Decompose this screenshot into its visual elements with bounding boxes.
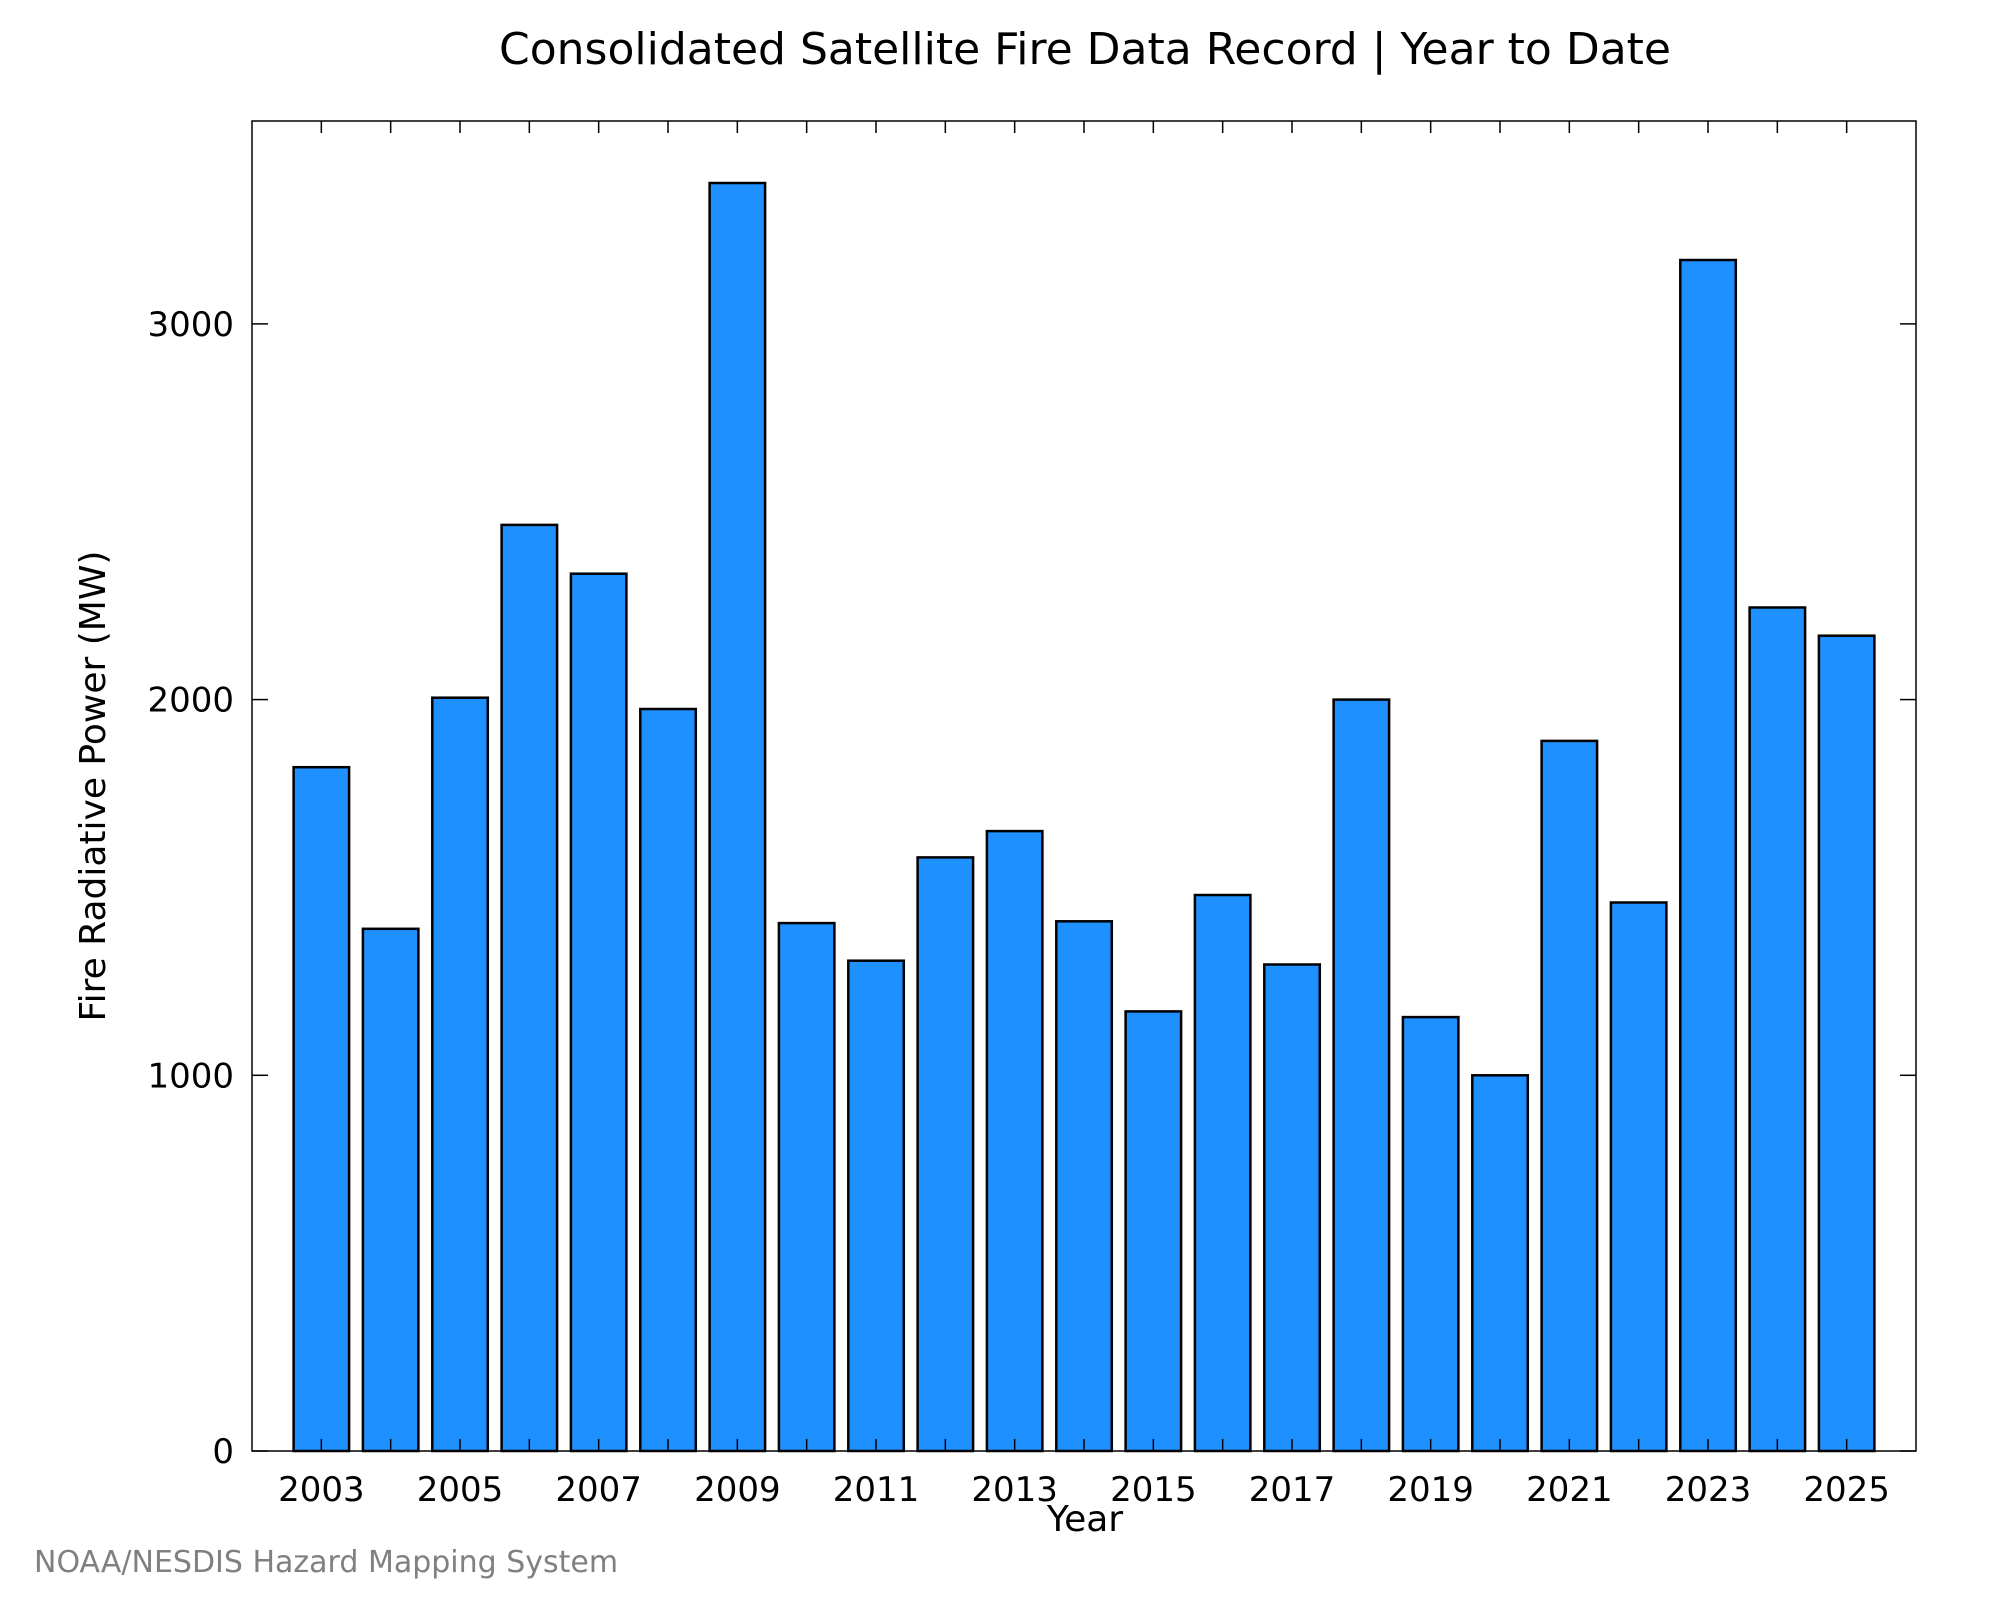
bar-2014 — [1055, 920, 1114, 1453]
bar-2025 — [1817, 634, 1876, 1453]
x-tick-label-2009: 2009 — [694, 1470, 781, 1510]
bar-2024 — [1748, 606, 1807, 1453]
bar-2004 — [361, 927, 420, 1453]
x-tick-label-2007: 2007 — [555, 1470, 642, 1510]
ticks-group: 0 1000 2000 3000 2003 2005 2007 2009 2011 2013 201… — [147, 121, 1916, 1510]
y-tick-label-0: 0 — [212, 1432, 234, 1472]
bar-2020 — [1471, 1074, 1530, 1453]
bar-2017 — [1263, 963, 1322, 1453]
y-tick-label-1000: 1000 — [147, 1056, 234, 1096]
bar-2013 — [985, 829, 1044, 1453]
bar-2007 — [569, 572, 628, 1453]
bar-2003 — [292, 765, 351, 1453]
y-axis-label: Fire Radiative Power (MW) — [73, 551, 114, 1022]
credit-text: NOAA/NESDIS Hazard Mapping System — [34, 1545, 618, 1580]
x-axis-label: Year — [1046, 1499, 1123, 1540]
bar-2005 — [431, 696, 490, 1453]
y-tick-label-2000: 2000 — [147, 681, 234, 721]
x-tick-label-2005: 2005 — [417, 1470, 504, 1510]
x-tick-label-2015: 2015 — [1110, 1470, 1197, 1510]
x-tick-label-2017: 2017 — [1249, 1470, 1336, 1510]
bar-2018 — [1332, 698, 1391, 1453]
y-tick-label-3000: 3000 — [147, 305, 234, 345]
bar-2012 — [916, 856, 975, 1453]
bar-2009 — [708, 181, 767, 1453]
bar-2010 — [777, 921, 836, 1453]
bar-2011 — [847, 959, 906, 1453]
bar-2015 — [1124, 1010, 1183, 1453]
x-tick-label-2023: 2023 — [1665, 1470, 1752, 1510]
bar-2019 — [1401, 1015, 1460, 1453]
x-tick-label-2025: 2025 — [1803, 1470, 1890, 1510]
bar-2016 — [1193, 893, 1252, 1453]
x-tick-label-2003: 2003 — [278, 1470, 365, 1510]
x-tick-label-2011: 2011 — [833, 1470, 920, 1510]
x-tick-label-2013: 2013 — [971, 1470, 1058, 1510]
bar-2022 — [1609, 901, 1668, 1453]
bar-2023 — [1679, 258, 1738, 1453]
bar-2008 — [639, 707, 698, 1453]
bar-2006 — [500, 523, 559, 1453]
chart-title: Consolidated Satellite Fire Data Record … — [499, 24, 1671, 75]
bars-group — [292, 181, 1876, 1453]
x-tick-label-2021: 2021 — [1526, 1470, 1613, 1510]
x-tick-label-2019: 2019 — [1387, 1470, 1474, 1510]
bar-2021 — [1540, 739, 1599, 1453]
